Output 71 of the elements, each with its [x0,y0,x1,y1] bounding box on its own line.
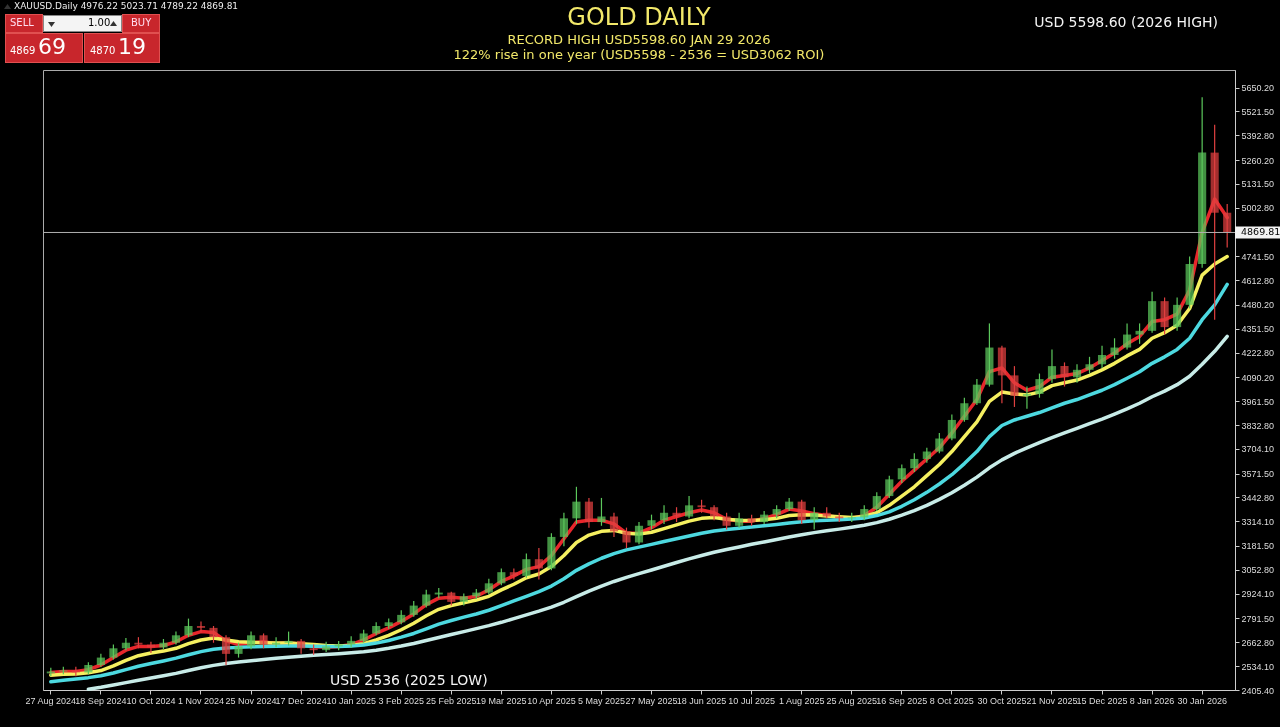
y-tick-label: 5260.20 [1241,155,1275,166]
chart-subtitle: RECORD HIGH USD5598.60 JAN 29 2026 122% rise in one year (USD5598 - 2536 = USD3062 ROI) [453,32,825,62]
y-tick-label: 3052.80 [1241,565,1275,576]
text: 69 [38,34,66,59]
line-series [86,334,1229,691]
x-tick-label: 25 Nov 2024 [225,695,277,706]
candlestick [1035,372,1044,399]
y-tick-label: 5131.50 [1241,179,1275,190]
chart-title: GOLD DAILY [567,3,712,31]
candlestick [622,527,631,549]
x-tick-label: 30 Oct 2025 [977,695,1027,706]
x-tick-label: 19 Mar 2025 [476,695,527,706]
candlestick [1010,365,1019,408]
y-tick-label: 2662.80 [1241,637,1275,648]
y-tick-label: 3704.10 [1241,444,1275,455]
x-tick-label: 1 Nov 2024 [177,695,225,706]
y-tick-label: 4351.50 [1241,324,1275,335]
x-tick-label: 17 Dec 2024 [275,695,327,706]
x-tick-label: 15 Dec 2025 [1076,695,1128,706]
x-tick-label: 16 Sep 2025 [876,695,928,706]
annotation: USD 2536 (2025 LOW) [330,672,488,688]
x-tick-label: 25 Feb 2025 [426,695,477,706]
y-tick-label: 3571.50 [1241,469,1275,480]
x-tick-label: 10 Jul 2025 [728,695,775,706]
x-tick-label: 18 Sep 2024 [75,695,127,706]
y-tick-label: 4741.50 [1241,251,1275,262]
y-tick-label: 3314.10 [1241,516,1275,527]
y-tick-label: 4222.80 [1241,348,1275,359]
y-tick-label: 2924.10 [1241,589,1275,600]
y-tick-label: 3442.80 [1241,492,1275,503]
text: BUY [131,17,152,28]
x-tick-label: 5 May 2025 [577,695,625,706]
text: USD 5598.60 (2026 HIGH) [1034,14,1218,30]
candlestick [597,497,606,527]
y-tick-label: 2534.10 [1241,661,1275,672]
x-tick-label: 25 Aug 2025 [826,695,878,706]
y-tick-label: 3961.50 [1241,396,1275,407]
y-tick-label: 3832.80 [1241,420,1275,431]
text: XAUUSD.Daily 4976.22 5023.71 4789.22 4869.81 [14,1,239,11]
x-tick-label: 27 Aug 2024 [25,695,77,706]
candlestick [184,618,193,638]
y-tick-label: 2405.40 [1241,685,1275,696]
x-tick-label: 8 Oct 2025 [929,695,974,706]
text: 19 [118,34,146,59]
candlestick [1110,337,1119,360]
x-tick-label: 30 Jan 2026 [1177,695,1227,706]
candlestick [1135,322,1144,345]
x-tick-label: 10 Jan 2025 [326,695,376,706]
y-tick-label: 4090.20 [1241,372,1275,383]
y-tick-label: 5392.80 [1241,130,1275,141]
ref-line-label: 4869.81 [1241,226,1280,238]
candlestick [1060,361,1069,388]
text: SELL [10,17,34,28]
x-tick-label: 8 Jan 2026 [1129,695,1175,706]
x-tick-label: 10 Oct 2024 [126,695,176,706]
y-tick-label: 4480.20 [1241,300,1275,311]
y-tick-label: 5521.50 [1241,106,1275,117]
x-tick-label: 3 Feb 2025 [378,695,424,706]
x-tick-label: 21 Nov 2025 [1026,695,1078,706]
y-tick-label: 5650.20 [1241,83,1275,94]
x-tick-label: 1 Aug 2025 [778,695,825,706]
y-tick-label: 2791.50 [1241,613,1275,624]
x-tick-label: 18 Jun 2025 [676,695,727,706]
y-tick-label: 3181.50 [1241,541,1275,552]
x-tick-label: 10 Apr 2025 [527,695,576,706]
y-tick-label: 4612.80 [1241,275,1275,286]
x-tick-label: 27 May 2025 [625,695,678,706]
y-tick-label: 5002.80 [1241,203,1275,214]
text: 1.00 [88,17,111,28]
text: 4869 [10,45,36,56]
text: 4870 [90,45,116,56]
